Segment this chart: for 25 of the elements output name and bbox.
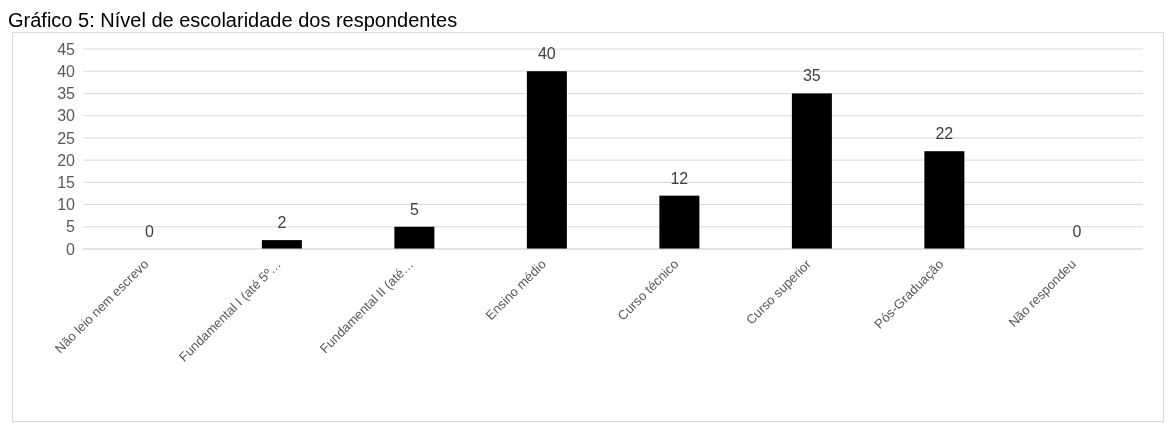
data-label: 2: [277, 214, 287, 232]
y-tick-label: 35: [57, 85, 76, 103]
y-tick-label: 45: [57, 40, 76, 58]
y-tick-label: 5: [66, 218, 76, 236]
bar: [261, 240, 302, 249]
y-tick-label: 20: [57, 151, 76, 169]
y-tick-label: 40: [57, 62, 76, 80]
y-tick-label: 25: [57, 129, 76, 147]
bar: [394, 226, 435, 249]
y-tick-label: 15: [57, 174, 76, 192]
bar: [659, 195, 700, 249]
data-label: 0: [1072, 223, 1082, 240]
chart-title: Gráfico 5: Nível de escolaridade dos respondentes: [8, 8, 459, 32]
y-tick-label: 0: [66, 240, 76, 258]
data-label: 22: [935, 125, 954, 143]
y-tick-label: 30: [57, 107, 76, 125]
data-label: 0: [144, 223, 154, 240]
data-label: 12: [670, 169, 689, 187]
bar: [791, 93, 832, 249]
bar: [924, 151, 965, 249]
data-label: 35: [802, 67, 821, 85]
bar: [526, 71, 567, 249]
data-label: 40: [537, 45, 556, 63]
data-label: 5: [409, 200, 419, 218]
y-tick-label: 10: [57, 196, 76, 214]
